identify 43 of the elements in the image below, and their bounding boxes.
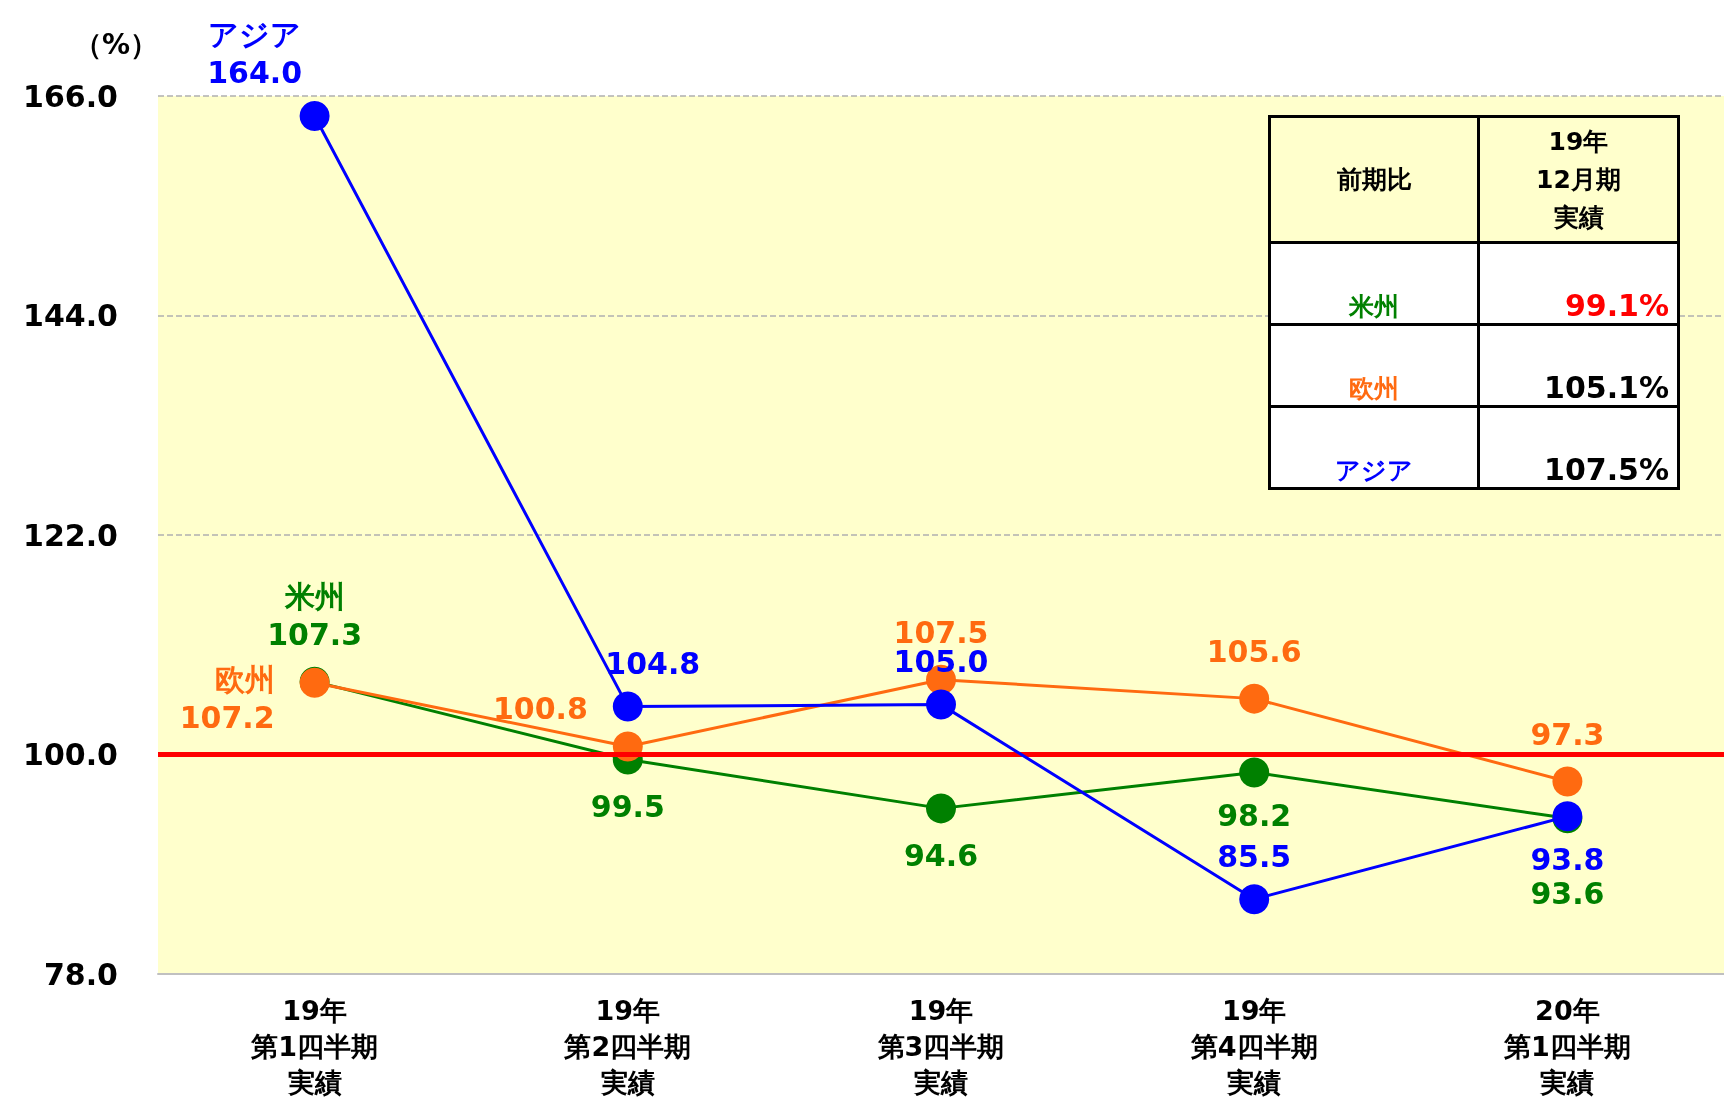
- series-label: 米州: [283, 579, 345, 615]
- annotation: 前期比: [1269, 116, 1479, 243]
- y-tick-label: 78.0: [43, 956, 118, 992]
- point: [1552, 766, 1583, 797]
- point: [1239, 884, 1270, 915]
- data-label: 107.2: [179, 700, 275, 736]
- annotation: 105.1%: [1478, 324, 1679, 407]
- data-label: 85.5: [1217, 838, 1292, 874]
- data-label: 107.3: [267, 617, 363, 653]
- x-tick-label: 19年第3四半期実績: [876, 994, 1005, 1098]
- y-tick-label: 122.0: [23, 517, 118, 553]
- point: [1239, 683, 1270, 714]
- data-label: 93.8: [1530, 841, 1605, 877]
- series-label: 欧州: [214, 662, 275, 698]
- y-tick-label: 166.0: [23, 78, 118, 114]
- data-label: 98.2: [1217, 797, 1292, 833]
- data-label: 100.8: [492, 691, 588, 727]
- y-axis-title: （%）: [73, 27, 158, 61]
- point: [1239, 757, 1270, 788]
- x-tick-label: 19年第1四半期実績: [250, 994, 378, 1098]
- point: [926, 689, 956, 720]
- annotation: 19年12月期実績: [1478, 116, 1679, 243]
- data-label: 94.6: [903, 837, 979, 873]
- y-tick-label: 100.0: [23, 737, 118, 772]
- data-label: 104.8: [605, 646, 701, 682]
- data-label: 105.6: [1206, 634, 1302, 670]
- data-label: 99.5: [590, 788, 665, 824]
- point: [612, 691, 643, 722]
- annotation: 米州: [1269, 242, 1479, 325]
- annotation: 99.1%: [1478, 242, 1679, 325]
- x-tick-label: 19年第4四半期実績: [1189, 994, 1318, 1098]
- x-tick-label: 19年第2四半期実績: [563, 994, 692, 1098]
- point: [299, 100, 330, 131]
- annotation: アジア: [1269, 406, 1479, 489]
- annotation: 107.5%: [1478, 406, 1679, 489]
- point: [926, 793, 956, 824]
- data-label: 97.3: [1530, 716, 1605, 752]
- data-label: 164.0: [207, 55, 303, 91]
- annotation: 欧州: [1269, 324, 1479, 407]
- x-tick-label: 20年第1四半期実績: [1503, 994, 1631, 1098]
- series-label: アジア: [208, 17, 302, 53]
- data-label: 93.6: [1530, 875, 1605, 911]
- y-tick-label: 144.0: [23, 298, 118, 333]
